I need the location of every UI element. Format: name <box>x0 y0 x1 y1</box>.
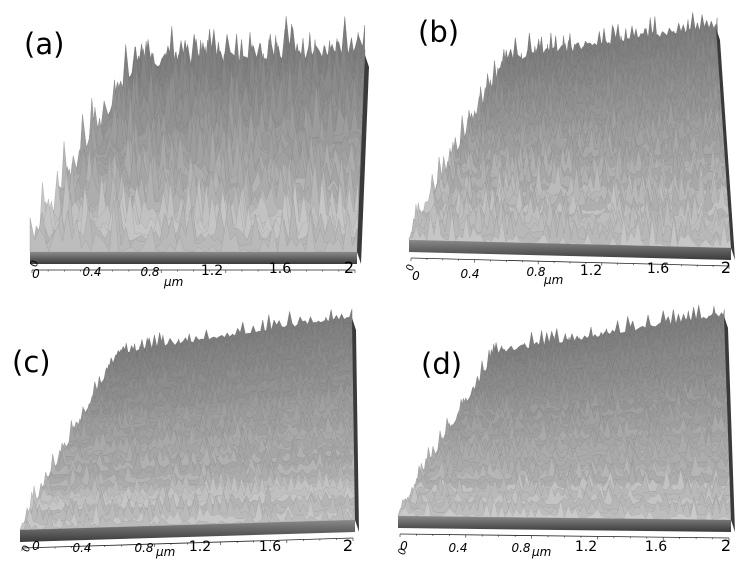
afm-surface-a <box>29 16 369 273</box>
panel-label-d: (d) <box>421 347 463 381</box>
axis-unit-a: μm <box>164 275 184 289</box>
afm-panel-b: (b) 0 0 0.4 0.8 μm 1.2 1.6 2 <box>376 0 751 288</box>
x-tick-d-5: 2 <box>720 536 732 555</box>
surface-side <box>724 316 735 532</box>
panel-label-a: (a) <box>24 27 65 61</box>
x-tick-b-2: 0.8 <box>526 265 546 279</box>
afm-surface-d <box>397 305 735 541</box>
x-tick-a-1: 0.4 <box>82 265 102 279</box>
x-tick-b-3: 1.2 <box>579 263 603 279</box>
surface-base <box>30 252 357 264</box>
surface-side <box>352 318 359 532</box>
surface-side <box>716 28 735 260</box>
x-tick-c-5: 2 <box>342 536 354 555</box>
x-tick-a-0: 0 <box>32 267 40 281</box>
x-tick-b-4: 1.6 <box>646 261 670 277</box>
x-tick-c-3: 1.2 <box>188 539 212 555</box>
afm-surface-b <box>408 12 735 269</box>
x-tick-a-5: 2 <box>343 258 355 277</box>
x-tick-a-3: 1.2 <box>200 263 224 279</box>
x-tick-c-4: 1.6 <box>258 539 282 555</box>
x-tick-d-0: 0 <box>400 539 408 553</box>
surface-base <box>20 520 355 542</box>
surface-base <box>409 240 731 260</box>
x-tick-d-2: 0.8 <box>511 541 531 555</box>
afm-panel-c: (c) 0 0 0.4 0.8 μm 1.2 1.6 2 <box>0 288 375 577</box>
axis-unit-c: μm <box>156 545 176 559</box>
panel-label-b: (b) <box>418 15 460 49</box>
x-tick-d-1: 0.4 <box>448 541 468 555</box>
surface-side <box>357 55 369 264</box>
x-tick-c-2: 0.8 <box>134 541 154 555</box>
x-tick-c-1: 0.4 <box>72 541 92 555</box>
axis-unit-d: μm <box>532 545 552 559</box>
axis-unit-b: μm <box>544 273 564 287</box>
afm-panel-d: (d) 0 0 0.4 0.8 μm 1.2 1.6 2 <box>376 288 751 577</box>
x-tick-a-2: 0.8 <box>140 265 160 279</box>
x-tick-b-5: 2 <box>720 258 732 277</box>
x-tick-c-0: 0 <box>32 539 40 553</box>
surface-base <box>398 516 731 532</box>
panel-label-c: (c) <box>12 345 51 379</box>
x-tick-b-0: 0 <box>412 269 420 283</box>
x-tick-a-4: 1.6 <box>268 261 292 277</box>
x-tick-b-1: 0.4 <box>460 267 480 281</box>
x-tick-d-3: 1.2 <box>574 539 598 555</box>
afm-panel-a: (a) 0 0 0.4 0.8 μm 1.2 1.6 2 <box>0 0 375 288</box>
x-tick-d-4: 1.6 <box>644 539 668 555</box>
afm-surface-c <box>19 308 359 551</box>
